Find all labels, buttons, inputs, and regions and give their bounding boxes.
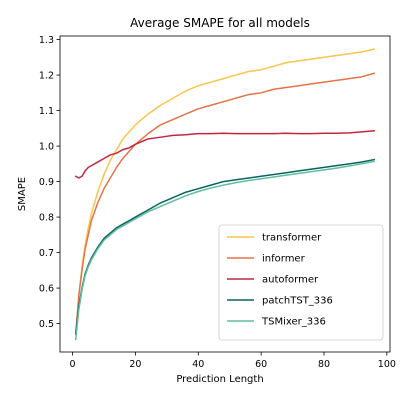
y-tick-label: 0.9 <box>39 177 54 188</box>
y-tick-label: 0.6 <box>39 284 54 295</box>
legend-label-TSMixer_336: TSMixer_336 <box>261 317 326 328</box>
y-tick-label: 0.7 <box>39 248 54 259</box>
legend-label-transformer: transformer <box>262 233 322 244</box>
y-tick-label: 0.8 <box>39 213 54 224</box>
x-tick-label: 0 <box>70 359 76 370</box>
series-line-autoformer <box>74 130 376 179</box>
legend-label-informer: informer <box>262 254 306 265</box>
chart-title: Average SMAPE for all models <box>130 16 310 30</box>
series-line-TSMixer_336 <box>74 160 376 341</box>
y-axis-label: SMAPE <box>17 177 28 211</box>
x-tick-label: 60 <box>255 359 267 370</box>
y-tick-label: 1.3 <box>39 35 54 46</box>
x-tick-label: 100 <box>378 359 396 370</box>
y-tick-label: 1.2 <box>39 71 54 82</box>
series-line-transformer <box>74 48 376 335</box>
legend-label-autoformer: autoformer <box>262 275 319 286</box>
x-tick-label: 20 <box>129 359 141 370</box>
y-tick-label: 1.1 <box>39 106 54 117</box>
legend: transformer informer autoformer patchTST_33… <box>218 224 384 341</box>
plot-area <box>74 48 376 341</box>
y-tick-label: 1.0 <box>39 142 54 153</box>
axis-ticks: 0 20 40 60 80 100 0.5 0.6 0.7 0.8 0.9 1.0 1.1 1.2 1.3 <box>39 35 396 370</box>
legend-label-patchTST_336: patchTST_336 <box>262 296 333 307</box>
plot-frame <box>59 35 391 353</box>
series-line-patchTST_336 <box>74 158 376 335</box>
legend-frame <box>218 224 384 341</box>
x-axis-label: Prediction Length <box>176 374 263 385</box>
series-line-informer <box>74 72 376 335</box>
x-tick-label: 80 <box>318 359 330 370</box>
x-tick-label: 40 <box>192 359 204 370</box>
y-tick-label: 0.5 <box>39 319 54 330</box>
